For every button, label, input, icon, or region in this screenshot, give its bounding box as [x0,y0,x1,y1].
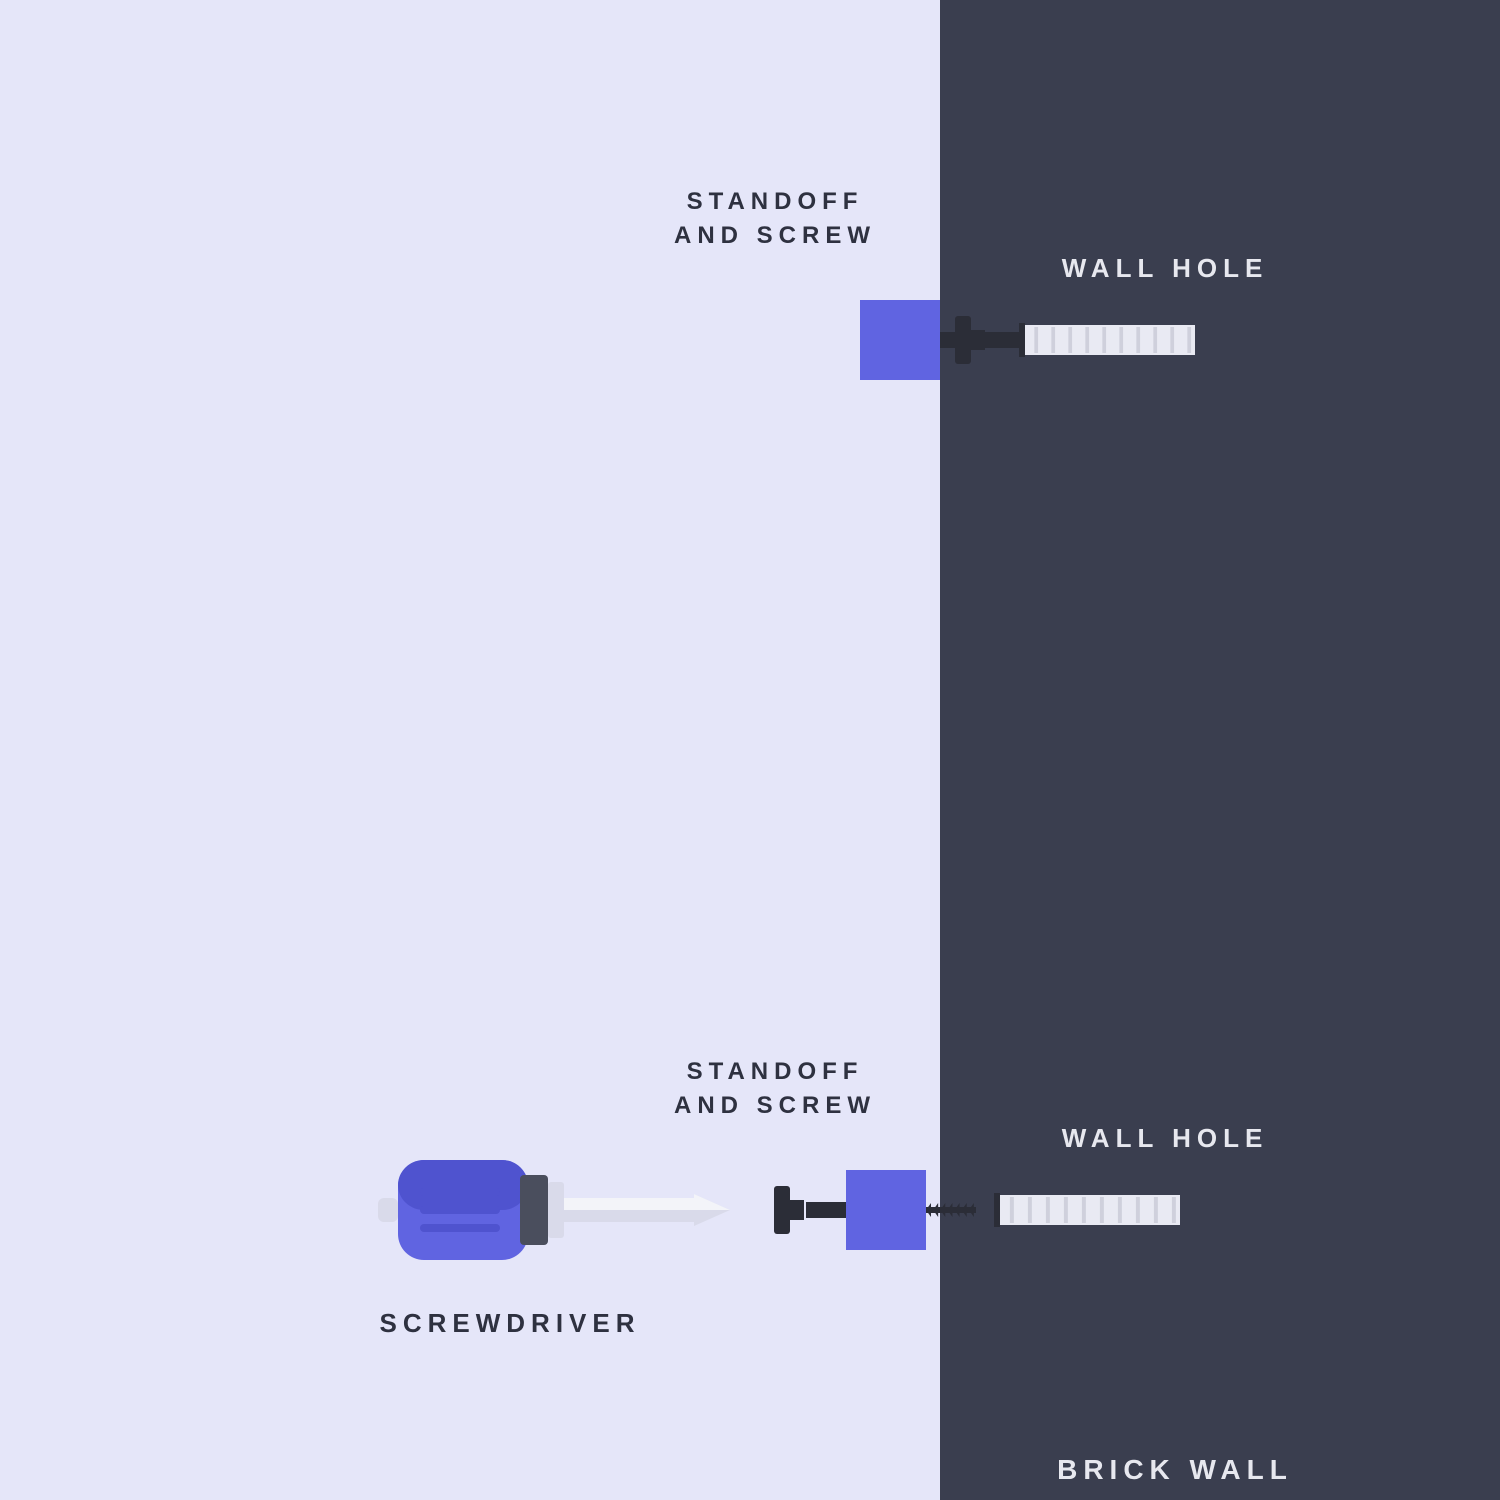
label-wall-hole-top: WALL HOLE [1015,250,1315,286]
label-screwdriver: SCREWDRIVER [360,1305,660,1341]
label-brick-wall: BRICK WALL [1015,1450,1335,1489]
label-standoff-top: STANDOFF AND SCREW [625,185,925,252]
label-wall-hole-bottom: WALL HOLE [1015,1120,1315,1156]
diagram-stage: STANDOFF AND SCREW WALL HOLE STANDOFF AN… [0,0,1500,1500]
label-standoff-bottom: STANDOFF AND SCREW [625,1055,925,1122]
